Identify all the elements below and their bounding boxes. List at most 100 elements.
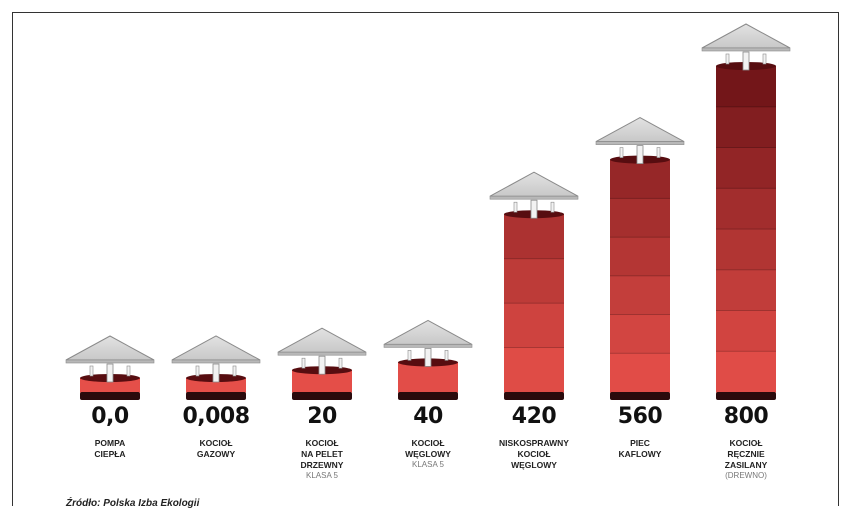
chimney-bar (65, 335, 155, 400)
chimney-bar (383, 319, 473, 400)
cap-post (232, 365, 237, 377)
cap-post (762, 53, 767, 65)
cap-post (407, 350, 412, 361)
category-name-line: POMPA (94, 438, 126, 448)
value-label: 40 (413, 404, 443, 429)
chart-frame (12, 12, 839, 506)
chimney-bar (595, 117, 685, 400)
category-label: KOCIOŁ RĘCZNIE ZASILANY (DREWNO) (691, 438, 801, 481)
chimney-segment (610, 159, 670, 199)
chimney-segment (716, 188, 776, 230)
chimney-cap (701, 23, 791, 49)
chimney-base (504, 392, 564, 400)
chimney-bar (171, 335, 261, 400)
chimney-segment (610, 198, 670, 238)
category-name-line: KOCIOŁ (517, 449, 551, 459)
chimney-segment (504, 303, 564, 349)
category-name-line: ZASILANY (724, 460, 768, 470)
cap-brim (701, 47, 791, 52)
cap-post (424, 347, 432, 367)
category-name-line: WĘGLOWY (405, 449, 451, 459)
chimney-cap (65, 335, 155, 361)
category-label: PIEC KAFLOWY (585, 438, 695, 460)
chimney-cap (171, 335, 261, 361)
source-note: Źródło: Polska Izba Ekologii (66, 498, 200, 509)
category-name-line: GAZOWY (196, 449, 236, 459)
category-name-line: WĘGLOWY (511, 460, 557, 470)
category-name-line: NA PELET (301, 449, 343, 459)
cap-post (195, 365, 200, 377)
cap-post (636, 145, 644, 165)
category-name-line: RĘCZNIE (727, 449, 765, 459)
cap-brim (277, 351, 367, 356)
chimney-segment (716, 229, 776, 271)
category-name-line: DRZEWNY (300, 460, 344, 470)
value-label: 0,008 (182, 404, 250, 429)
cap-post (550, 201, 555, 213)
chimney-segment (80, 378, 140, 393)
value-label: 800 (723, 404, 769, 429)
chimney-segment (398, 362, 458, 393)
chimney-segment (292, 370, 352, 393)
chimney-bar (701, 23, 791, 400)
cap-brim (489, 195, 579, 200)
chimney-segment (504, 347, 564, 393)
chimney-base (398, 392, 458, 400)
chimney-segment (716, 269, 776, 311)
category-label: KOCIOŁ GAZOWY (161, 438, 271, 460)
chimney-segment (716, 310, 776, 352)
category-name-line: KOCIOŁ (199, 438, 233, 448)
category-sub-line: KLASA 5 (411, 460, 445, 469)
chimney-segment (504, 214, 564, 260)
cap-post (126, 365, 131, 377)
category-name-line: CIEPŁA (94, 449, 126, 459)
chimney-bar (489, 171, 579, 400)
chimney-cap (383, 319, 473, 345)
chimney-base (610, 392, 670, 400)
category-label: NISKOSPRAWNY KOCIOŁ WĘGLOWY (479, 438, 589, 471)
chimney-segment (610, 314, 670, 354)
category-sub-line: (DREWNO) (725, 471, 767, 480)
chimney-cap (277, 327, 367, 353)
cap-post (444, 350, 449, 361)
chimney-base (80, 392, 140, 400)
chimney-segment (716, 106, 776, 148)
cap-post (656, 147, 661, 158)
category-name-line: NISKOSPRAWNY (499, 438, 569, 448)
category-name-line: KAFLOWY (618, 449, 662, 459)
chimney-base (186, 392, 246, 400)
cap-post (725, 53, 730, 65)
category-label: POMPA CIEPŁA (55, 438, 165, 460)
chimney-segment (186, 377, 246, 393)
cap-brim (171, 359, 261, 364)
category-sub-line: KLASA 5 (305, 471, 339, 480)
cap-post (212, 363, 220, 383)
value-label: 20 (307, 404, 337, 429)
value-label: 560 (617, 404, 663, 429)
chimney-cap (489, 171, 579, 197)
cap-post (338, 357, 343, 369)
chimney-base (292, 392, 352, 400)
cap-brim (383, 344, 473, 348)
cap-post (318, 355, 326, 375)
chimney-cap (595, 117, 685, 143)
category-name-line: KOCIOŁ (729, 438, 763, 448)
cap-brim (65, 359, 155, 364)
chimney-base (716, 392, 776, 400)
category-name-line: KOCIOŁ (305, 438, 339, 448)
chimney-segment (610, 353, 670, 393)
category-label: KOCIOŁ WĘGLOWY KLASA 5 (373, 438, 483, 470)
cap-post (89, 365, 94, 377)
chimney-bar (277, 327, 367, 400)
cap-post (301, 357, 306, 369)
category-name-line: KOCIOŁ (411, 438, 445, 448)
cap-post (619, 147, 624, 158)
category-name-line: PIEC (630, 438, 650, 448)
cap-post (530, 199, 538, 219)
value-label: 0,0 (91, 404, 129, 429)
chimney-segment (610, 237, 670, 277)
chimney-segment (716, 66, 776, 108)
chimney-segment (504, 258, 564, 304)
category-label: KOCIOŁ NA PELET DRZEWNY KLASA 5 (267, 438, 377, 481)
